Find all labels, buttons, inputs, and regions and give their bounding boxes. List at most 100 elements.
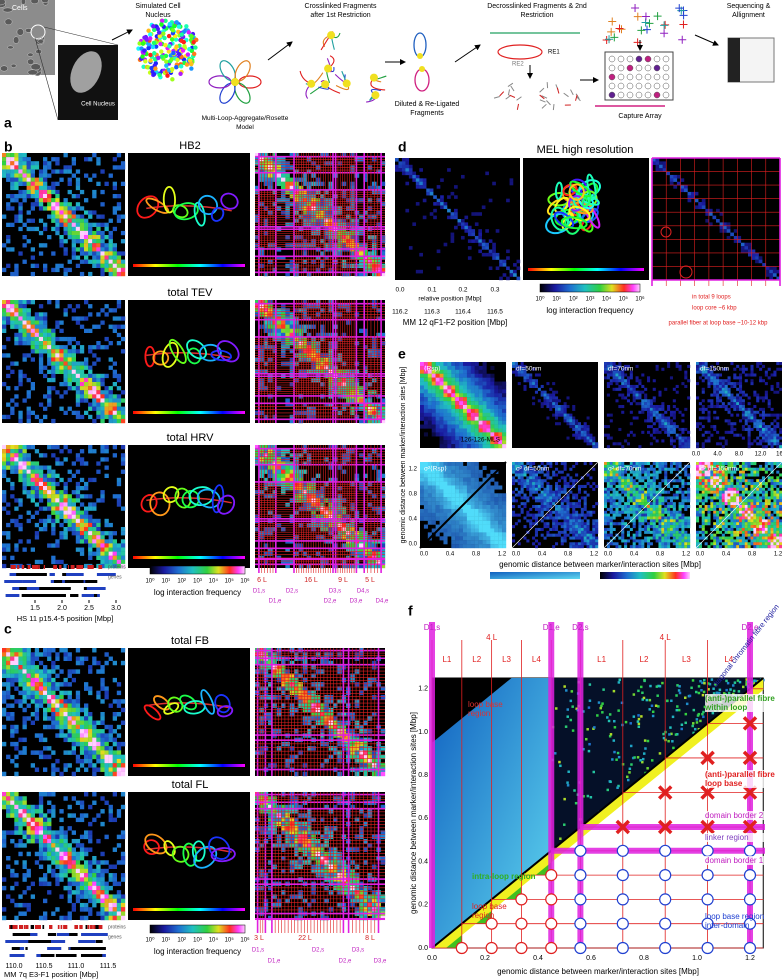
heatmap-cell	[2, 215, 6, 219]
heatmap-cell	[59, 502, 63, 506]
heatmap-cell	[18, 161, 22, 165]
heatmap-cell	[14, 169, 18, 173]
heatmap-cell	[14, 826, 18, 830]
sequence-bar	[133, 908, 245, 911]
heatmap-cell	[68, 750, 72, 754]
heatmap-cell	[55, 304, 59, 308]
heatmap-cell	[47, 198, 51, 202]
heatmap-cell	[18, 210, 22, 214]
heatmap-cell	[68, 847, 72, 851]
heatmap-cell	[43, 826, 47, 830]
heatmap-cell	[100, 669, 104, 673]
heatmap-cell	[2, 907, 6, 911]
heatmap-cell	[109, 772, 113, 776]
heatmap-cell	[96, 813, 100, 817]
heatmap-cell	[10, 733, 14, 737]
heatmap-cell	[39, 507, 43, 511]
heatmap-cell	[59, 219, 63, 223]
heatmap-cell	[27, 239, 31, 243]
heatmap-cell	[27, 539, 31, 543]
heatmap-cell	[72, 366, 76, 370]
heatmap-cell	[272, 826, 277, 830]
heatmap-cell	[23, 398, 27, 402]
heatmap-cell	[92, 353, 96, 357]
sphere-dot	[180, 32, 184, 36]
heatmap-cell	[10, 886, 14, 890]
heatmap-cell	[346, 239, 351, 243]
heatmap-cell	[64, 215, 68, 219]
heatmap-cell	[109, 411, 113, 415]
heatmap-cell	[39, 366, 43, 370]
heatmap-cell	[39, 527, 43, 531]
heatmap-cell	[51, 349, 55, 353]
heatmap-cell	[316, 178, 321, 182]
heatmap-cell	[84, 256, 88, 260]
heatmap-cell	[80, 235, 84, 239]
heatmap-cell	[23, 474, 27, 478]
heatmap-cell	[113, 206, 117, 210]
heatmap-cell	[27, 394, 31, 398]
heatmap-cell	[2, 321, 6, 325]
heatmap-cell	[51, 502, 55, 506]
heatmap-cell	[337, 772, 342, 776]
heatmap-cell	[59, 699, 63, 703]
array-well	[645, 74, 651, 80]
heatmap-cell	[88, 390, 92, 394]
heatmap-cell	[121, 755, 125, 759]
heatmap-cell	[18, 333, 22, 337]
heatmap-cell	[39, 312, 43, 316]
heatmap-cell	[51, 329, 55, 333]
heatmap-cell	[88, 548, 92, 552]
heatmap-cell	[88, 886, 92, 890]
heatmap-cell	[23, 830, 27, 834]
heatmap-cell	[64, 869, 68, 873]
heatmap-cell	[96, 243, 100, 247]
heatmap-cell	[117, 403, 121, 407]
heatmap-cell	[51, 869, 55, 873]
gene-track	[55, 587, 71, 590]
heatmap-cell	[43, 674, 47, 678]
heatmap-cell	[121, 453, 125, 457]
heatmap-cell	[117, 882, 121, 886]
heatmap-cell	[109, 903, 113, 907]
colorbar-tick: 10¹	[161, 579, 170, 585]
heatmap-cell	[55, 560, 59, 564]
heatmap-cell	[76, 877, 80, 881]
heatmap-cell	[55, 353, 59, 357]
heatmap-cell	[55, 190, 59, 194]
heatmap-cell	[23, 190, 27, 194]
heatmap-cell	[105, 337, 109, 341]
heatmap-cell	[51, 498, 55, 502]
heatmap-cell	[64, 490, 68, 494]
heatmap-cell	[113, 407, 117, 411]
heatmap-cell	[76, 648, 80, 652]
heatmap-cell	[23, 353, 27, 357]
heatmap-cell	[14, 507, 18, 511]
heatmap-cell	[6, 695, 10, 699]
heatmap-cell	[96, 239, 100, 243]
heatmap-cell	[51, 648, 55, 652]
heatmap-cell	[109, 407, 113, 411]
heatmap-cell	[84, 260, 88, 264]
heatmap-cell	[64, 411, 68, 415]
array-well	[627, 65, 633, 71]
heatmap-cell	[88, 665, 92, 669]
heatmap-cell	[285, 809, 290, 813]
heatmap-cell	[18, 457, 22, 461]
heatmap-cell	[88, 223, 92, 227]
heatmap-cell	[6, 165, 10, 169]
heatmap-cell	[47, 716, 51, 720]
heatmap-cell	[10, 182, 14, 186]
heatmap-cell	[39, 865, 43, 869]
heatmap-cell	[27, 312, 31, 316]
heatmap-cell	[39, 818, 43, 822]
heatmap-cell	[121, 461, 125, 465]
heatmap-cell	[18, 449, 22, 453]
heatmap-cell	[31, 202, 35, 206]
heatmap-cell	[80, 227, 84, 231]
heatmap-cell	[64, 366, 68, 370]
heatmap-cell	[113, 556, 117, 560]
gene-track	[46, 594, 65, 597]
heatmap-cell	[2, 548, 6, 552]
heatmap-cell	[92, 903, 96, 907]
